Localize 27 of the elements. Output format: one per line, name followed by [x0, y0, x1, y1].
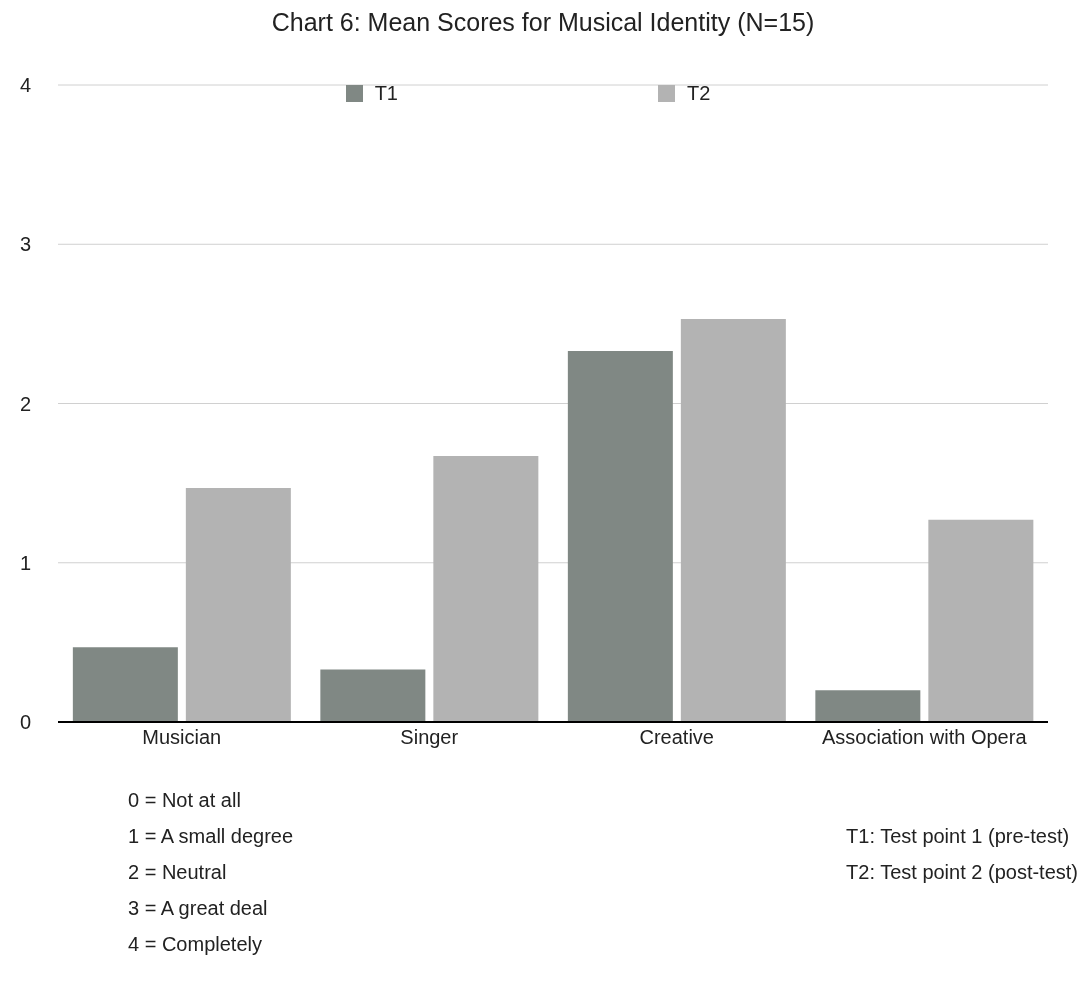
x-tick-label: Creative [639, 726, 714, 749]
text: 2 = Neutral [128, 860, 228, 885]
y-tick-label: 0 [20, 711, 32, 734]
chart-title: Chart 6: Mean Scores for Musical Identity (N=15) [270, 8, 816, 38]
text: 3 = A great deal [128, 896, 269, 921]
x-tick-label: Musician [142, 726, 222, 749]
legend-label: T2 [687, 82, 711, 105]
y-tick-label: 3 [20, 233, 32, 256]
bar [185, 487, 291, 722]
bar [567, 350, 673, 722]
text: T1: Test point 1 (pre-test) [846, 824, 1071, 849]
bar [680, 319, 786, 722]
text: 0 = Not at all [128, 788, 242, 813]
text: T2: Test point 2 (post-test) [846, 860, 1078, 885]
text: 1 = A small degree [128, 824, 294, 849]
bar [815, 690, 921, 722]
x-tick-label: Association with Opera [821, 726, 1028, 749]
bar [928, 519, 1034, 722]
text: 4 = Completely [128, 932, 263, 957]
legend-label: T1 [374, 82, 398, 105]
bar [433, 456, 539, 722]
bar [72, 647, 178, 722]
y-tick-label: 4 [20, 74, 32, 97]
y-tick-label: 2 [20, 392, 32, 415]
bar [320, 669, 426, 722]
x-tick-label: Singer [400, 726, 459, 749]
y-tick-label: 1 [20, 551, 32, 574]
